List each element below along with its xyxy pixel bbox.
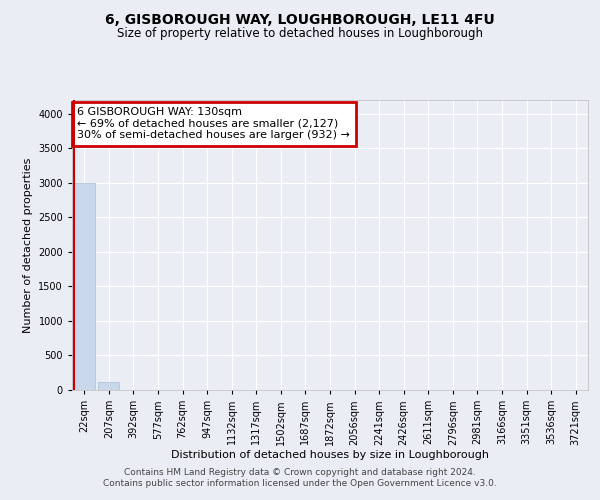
- X-axis label: Distribution of detached houses by size in Loughborough: Distribution of detached houses by size …: [171, 450, 489, 460]
- Y-axis label: Number of detached properties: Number of detached properties: [23, 158, 32, 332]
- Text: Size of property relative to detached houses in Loughborough: Size of property relative to detached ho…: [117, 28, 483, 40]
- Text: 6 GISBOROUGH WAY: 130sqm
← 69% of detached houses are smaller (2,127)
30% of sem: 6 GISBOROUGH WAY: 130sqm ← 69% of detach…: [77, 108, 350, 140]
- Bar: [74, 183, 95, 390]
- Text: 6, GISBOROUGH WAY, LOUGHBOROUGH, LE11 4FU: 6, GISBOROUGH WAY, LOUGHBOROUGH, LE11 4F…: [105, 12, 495, 26]
- Text: Contains HM Land Registry data © Crown copyright and database right 2024.
Contai: Contains HM Land Registry data © Crown c…: [103, 468, 497, 487]
- Bar: [98, 382, 119, 390]
